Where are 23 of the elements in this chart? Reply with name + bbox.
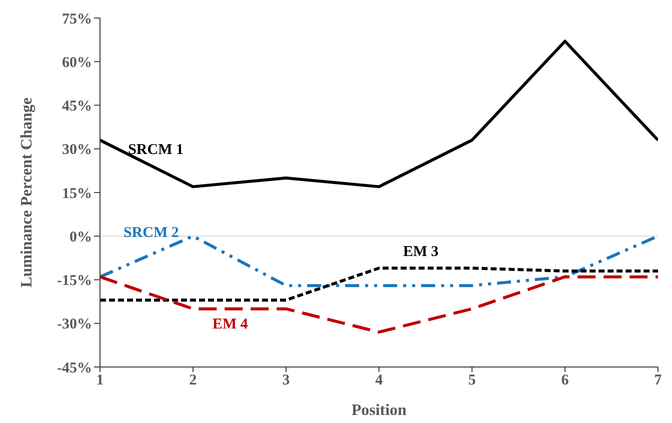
x-tick-label: 3 [282,372,290,389]
series-label: SRCM 2 [123,225,179,242]
series-label: EM 4 [212,316,248,333]
x-tick-label: 4 [375,372,384,389]
x-tick-label: 6 [561,372,570,389]
y-tick-label: 45% [62,98,92,115]
y-tick-label: 30% [62,142,92,158]
series-label: SRCM 1 [128,142,184,158]
x-axis-title: Position [351,402,407,419]
y-tick-label: 75% [62,11,92,28]
y-tick-label: 0% [70,229,92,246]
x-tick-label: 5 [468,372,476,389]
y-tick-label: -30% [57,316,92,333]
x-tick-label: 7 [654,372,662,389]
y-tick-label: -45% [57,360,92,376]
line-series [100,40,658,188]
y-tick-label: 15% [62,186,92,202]
y-tick-label: 60% [62,54,92,71]
x-tick-label: 2 [189,372,197,389]
y-axis-title: Luminance Percent Change [18,98,36,288]
series-label: EM 3 [403,244,439,260]
y-tick-label: -15% [57,273,92,290]
x-tick-label: 1 [96,372,104,389]
